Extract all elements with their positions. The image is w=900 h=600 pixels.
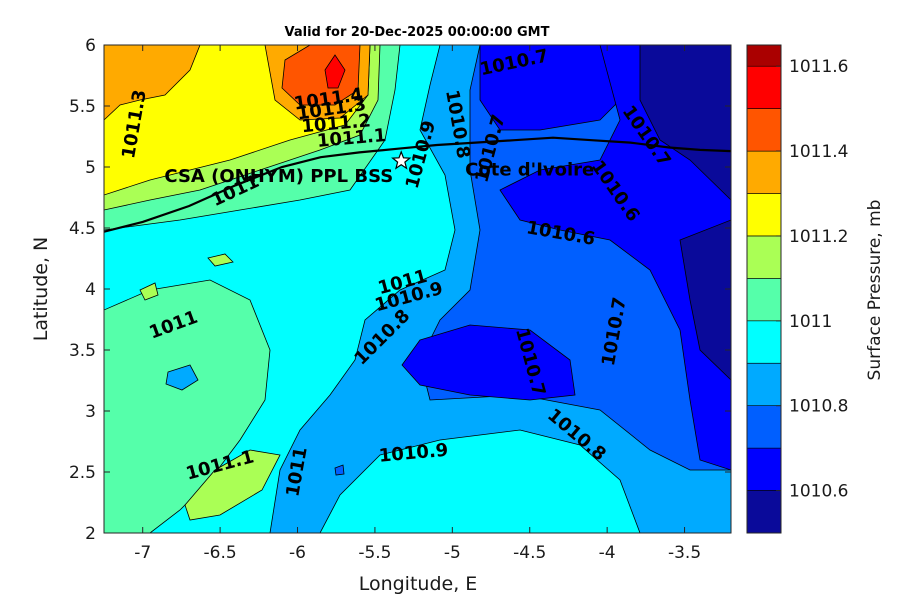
x-axis-ticks: -7 -6.5 -6 -5.5 -5 -4.5 -4 -3.5 xyxy=(134,45,701,563)
band-1011-1-dot-patch xyxy=(207,253,234,267)
chart-title: Valid for 20-Dec-2025 00:00:00 GMT xyxy=(285,25,550,40)
y-tick-label-6: 5 xyxy=(85,158,96,178)
colorbar xyxy=(746,44,782,534)
colorbar-band-10 xyxy=(746,65,782,109)
colorbar-tick-label-2: 1011 xyxy=(789,312,832,332)
y-tick-label-8: 6 xyxy=(85,36,96,56)
site-marker xyxy=(391,150,412,170)
colorbar-band-2 xyxy=(746,405,782,449)
y-tick-label-0: 2 xyxy=(85,524,96,544)
colorbar-band-0 xyxy=(746,490,782,534)
x-axis-label: Longitude, E xyxy=(359,573,478,595)
colorbar-band-8 xyxy=(746,150,782,194)
colorbar-tick-label-1: 1010.8 xyxy=(789,397,848,417)
y-tick-label-2: 3 xyxy=(85,402,96,422)
y-tick-label-4: 4 xyxy=(85,280,96,300)
x-tick-label-3: -5.5 xyxy=(358,543,391,563)
x-tick-label-7: -3.5 xyxy=(668,543,701,563)
colorbar-tick-label-0: 1010.6 xyxy=(789,482,848,502)
band-1011-3-west xyxy=(104,45,201,121)
band-1010-6-central xyxy=(401,324,576,401)
band-1010-6-east xyxy=(499,45,731,471)
x-tick-label-1: -6.5 xyxy=(204,543,237,563)
band-1011-1-south-patch xyxy=(184,449,281,521)
x-tick-label-5: -4.5 xyxy=(513,543,546,563)
colorbar-band-9 xyxy=(746,108,782,152)
colorbar-band-1 xyxy=(746,447,782,491)
y-tick-label-3: 3.5 xyxy=(69,341,96,361)
colorbar-tick-label-5: 1011.6 xyxy=(789,57,848,77)
star-icon xyxy=(391,150,412,170)
coastline xyxy=(104,136,731,233)
site-label: CSA (ONHYM) PPL BSS xyxy=(164,166,393,187)
plot-area: 1011.3 1011.41011.31011.21011.110111010.9… xyxy=(104,45,731,533)
colorbar-band-6 xyxy=(746,235,782,279)
colorbar-band-3 xyxy=(746,362,782,406)
colorbar-band-4 xyxy=(746,320,782,364)
y-axis-ticks: 2 2.5 3 3.5 4 4.5 5 5.5 6 xyxy=(69,36,731,544)
colorbar-band-5 xyxy=(746,278,782,322)
x-tick-label-2: -6 xyxy=(289,543,306,563)
band-low-dot xyxy=(334,464,345,476)
band-1010-5-north xyxy=(639,45,731,201)
band-1010-9-south xyxy=(319,429,641,533)
band-1011-5 xyxy=(324,54,346,89)
x-tick-label-6: -4 xyxy=(599,543,616,563)
band-1011-4 xyxy=(281,45,361,106)
colorbar-band-7 xyxy=(746,193,782,237)
band-1010-9-west-dip xyxy=(165,364,199,391)
x-tick-label-0: -7 xyxy=(134,543,151,563)
y-tick-label-1: 2.5 xyxy=(69,463,96,483)
band-1011-1-west-patch xyxy=(139,282,159,301)
y-tick-label-5: 4.5 xyxy=(69,219,96,239)
colorbar-band-11 xyxy=(746,44,782,67)
x-tick-label-4: -5 xyxy=(444,543,461,563)
y-tick-label-7: 5.5 xyxy=(69,97,96,117)
colorbar-label: Surface Pressure, mb xyxy=(865,200,885,381)
colorbar-tick-label-3: 1011.2 xyxy=(789,227,848,247)
band-1010-5-east xyxy=(679,219,731,381)
colorbar-tick-label-4: 1011.4 xyxy=(789,142,848,162)
country-label: Cote d'Ivoire xyxy=(465,160,594,181)
y-axis-label: Latitude, N xyxy=(30,237,52,342)
colorbar-ticks: 1010.6 1010.8 1011 1011.2 1011.4 1011.6 xyxy=(776,57,848,502)
colorbar-frame xyxy=(746,44,782,534)
